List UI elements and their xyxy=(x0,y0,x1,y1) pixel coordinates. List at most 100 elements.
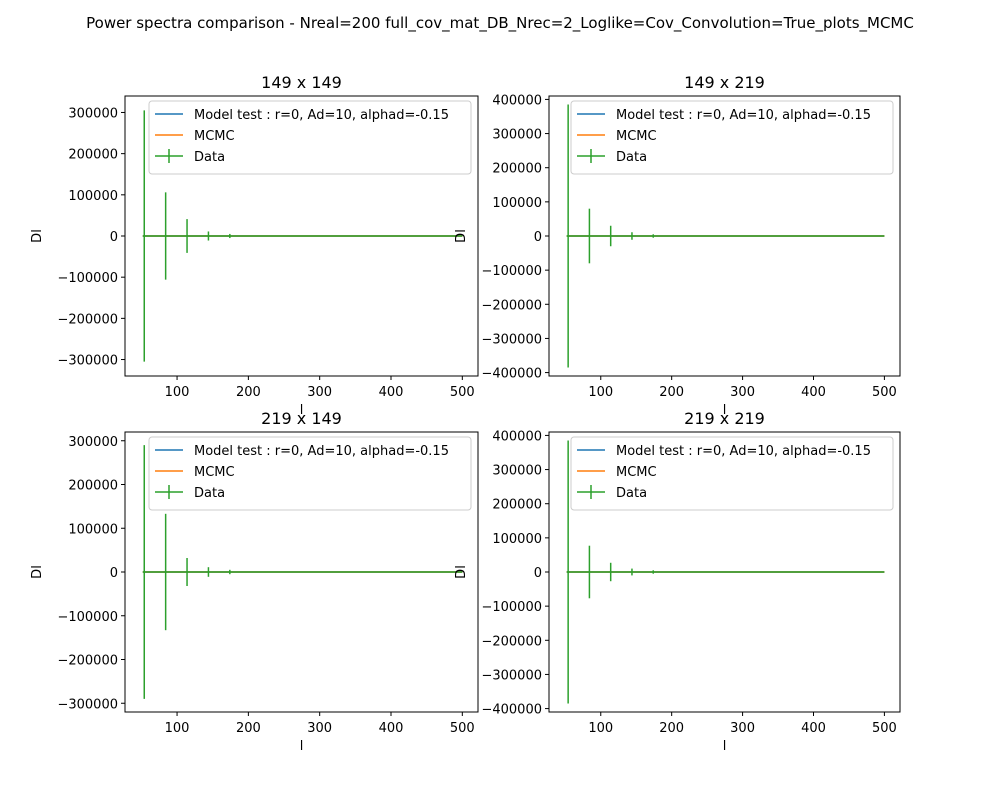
y-tick-label: −400000 xyxy=(481,703,542,718)
y-tick-label: 200000 xyxy=(68,148,118,163)
legend-label: Model test : r=0, Ad=10, alphad=-0.15 xyxy=(194,108,449,123)
legend-frame xyxy=(570,100,894,175)
y-tick-label: 0 xyxy=(110,230,118,245)
y-tick-label: 300000 xyxy=(492,128,542,143)
y-tick-label: 100000 xyxy=(492,196,542,211)
y-tick-label: −200000 xyxy=(481,634,542,649)
legend-item: Data xyxy=(155,485,225,501)
legend-item: Model test : r=0, Ad=10, alphad=-0.15 xyxy=(577,108,871,123)
y-axis-label: Dl xyxy=(30,229,45,243)
y-tick-label: 300000 xyxy=(68,106,118,121)
y-tick-label: −200000 xyxy=(481,298,542,313)
y-tick-label: 0 xyxy=(534,566,542,581)
x-tick-label: 300 xyxy=(307,385,332,400)
y-tick-label: 0 xyxy=(110,566,118,581)
legend: Model test : r=0, Ad=10, alphad=-0.15 MCM… xyxy=(570,100,894,175)
legend-item: Model test : r=0, Ad=10, alphad=-0.15 xyxy=(155,444,449,459)
x-tick-label: 400 xyxy=(801,385,826,400)
y-tick-label: 200000 xyxy=(68,479,118,494)
y-tick-label: −200000 xyxy=(57,312,118,327)
series-3 xyxy=(566,104,885,368)
series-3 xyxy=(142,110,463,362)
plot-area xyxy=(566,440,885,704)
y-tick-label: 0 xyxy=(534,230,542,245)
legend-item: MCMC xyxy=(577,129,657,144)
subplot-title: 219 x 149 xyxy=(261,409,342,428)
x-tick-label: 400 xyxy=(801,721,826,736)
y-tick-label: −300000 xyxy=(57,354,118,369)
x-tick-label: 500 xyxy=(872,721,897,736)
x-tick-label: 400 xyxy=(379,721,404,736)
series-3 xyxy=(566,440,885,704)
subplot-title: 149 x 149 xyxy=(261,73,342,92)
y-tick-label: −100000 xyxy=(57,610,118,625)
subplot-4: 219 x 219 100 200 300 400 500 −400000 −300000 −2… xyxy=(454,409,901,754)
y-tick-label: −200000 xyxy=(57,654,118,669)
y-tick-label: −100000 xyxy=(481,264,542,279)
y-axis-label: Dl xyxy=(454,565,469,579)
legend-frame xyxy=(148,100,472,175)
legend-label: Data xyxy=(616,486,647,501)
legend-label: Data xyxy=(616,150,647,165)
y-tick-label: −100000 xyxy=(57,271,118,286)
x-tick-label: 200 xyxy=(659,721,684,736)
y-tick-label: 300000 xyxy=(492,464,542,479)
legend-frame xyxy=(148,436,472,511)
plot-area xyxy=(142,110,463,362)
plot-area xyxy=(142,445,463,699)
y-tick-label: −300000 xyxy=(57,697,118,712)
legend-item: MCMC xyxy=(155,465,235,480)
subplot-2: 149 x 219 100 200 300 400 500 −400000 −300000 −2… xyxy=(454,73,901,418)
legend-item: Data xyxy=(155,149,225,165)
series-3 xyxy=(142,445,463,699)
y-tick-label: −300000 xyxy=(481,332,542,347)
y-tick-label: −100000 xyxy=(481,600,542,615)
x-axis-label: l xyxy=(723,403,727,418)
legend: Model test : r=0, Ad=10, alphad=-0.15 MCM… xyxy=(148,436,472,511)
legend-item: MCMC xyxy=(577,465,657,480)
legend-frame xyxy=(570,436,894,511)
y-tick-label: −400000 xyxy=(481,367,542,382)
legend-label: Model test : r=0, Ad=10, alphad=-0.15 xyxy=(194,444,449,459)
legend-label: Data xyxy=(194,486,225,501)
y-axis-label: Dl xyxy=(454,229,469,243)
legend-label: Model test : r=0, Ad=10, alphad=-0.15 xyxy=(616,444,871,459)
subplot-3: 219 x 149 100 200 300 400 500 −300000 −200000 −1… xyxy=(30,409,479,754)
legend-label: MCMC xyxy=(194,465,235,480)
legend-label: MCMC xyxy=(616,465,657,480)
x-tick-label: 300 xyxy=(307,721,332,736)
y-tick-label: 300000 xyxy=(68,435,118,450)
legend: Model test : r=0, Ad=10, alphad=-0.15 MCM… xyxy=(148,100,472,175)
figure-suptitle: Power spectra comparison - Nreal=200 ful… xyxy=(86,14,914,33)
y-tick-label: −300000 xyxy=(481,668,542,683)
y-tick-label: 100000 xyxy=(68,189,118,204)
x-tick-label: 300 xyxy=(730,385,755,400)
legend-item: Data xyxy=(577,485,647,501)
y-tick-label: 100000 xyxy=(68,522,118,537)
x-tick-label: 500 xyxy=(450,385,475,400)
x-tick-label: 200 xyxy=(659,385,684,400)
subplot-1: 149 x 149 100 200 300 400 500 −300000 −200000 −1… xyxy=(30,73,479,418)
x-tick-label: 500 xyxy=(872,385,897,400)
legend-item: MCMC xyxy=(155,129,235,144)
y-tick-label: 100000 xyxy=(492,532,542,547)
subplot-title: 219 x 219 xyxy=(684,409,765,428)
x-axis-label: l xyxy=(723,739,727,754)
legend-label: MCMC xyxy=(616,129,657,144)
legend: Model test : r=0, Ad=10, alphad=-0.15 MCM… xyxy=(570,436,894,511)
plot-area xyxy=(566,104,885,368)
x-tick-label: 500 xyxy=(450,721,475,736)
x-tick-label: 300 xyxy=(730,721,755,736)
x-tick-label: 100 xyxy=(165,385,190,400)
legend-label: Data xyxy=(194,150,225,165)
x-axis-label: l xyxy=(300,739,304,754)
legend-label: MCMC xyxy=(194,129,235,144)
x-tick-label: 100 xyxy=(588,385,613,400)
y-tick-label: 200000 xyxy=(492,498,542,513)
legend-label: Model test : r=0, Ad=10, alphad=-0.15 xyxy=(616,108,871,123)
y-axis-label: Dl xyxy=(30,565,45,579)
y-tick-label: 400000 xyxy=(492,429,542,444)
legend-item: Model test : r=0, Ad=10, alphad=-0.15 xyxy=(155,108,449,123)
y-tick-label: 200000 xyxy=(492,162,542,177)
x-axis-label: l xyxy=(300,403,304,418)
